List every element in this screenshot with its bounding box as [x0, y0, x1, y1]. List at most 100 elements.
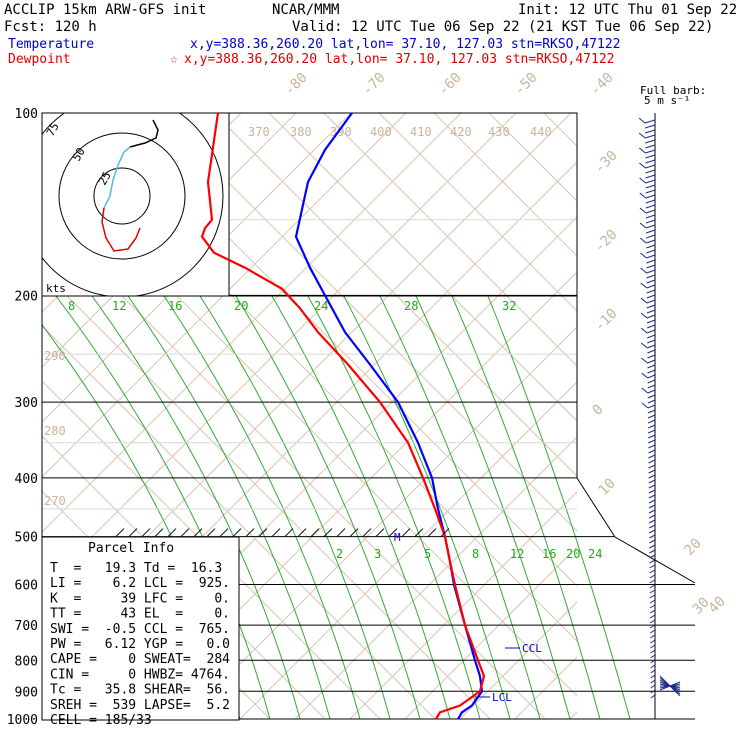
wind-barb-flag — [639, 207, 647, 214]
isotherm-line — [349, 491, 577, 719]
parcel-row: SWI = -0.5 CCL = 765. — [50, 622, 230, 637]
wind-barb-flag — [640, 267, 647, 274]
parcel-row: TT = 43 EL = 0. — [50, 607, 230, 622]
wind-barb — [645, 224, 656, 229]
level-barb — [232, 528, 242, 537]
wind-barb — [649, 554, 656, 559]
wind-barb — [649, 579, 656, 584]
dewpoint-location: x,y=388.36,260.20 lat,lon= 37.10, 127.03… — [184, 52, 614, 67]
pressure-tick-label: 300 — [15, 396, 38, 411]
isotherm-line — [459, 601, 577, 719]
isotherm-label: -60 — [436, 70, 465, 99]
hodograph-units: kts — [46, 282, 66, 295]
level-barb — [284, 528, 294, 537]
wind-barb — [648, 469, 656, 474]
hodograph-trace-upper — [129, 119, 159, 148]
wind-barb — [645, 209, 656, 214]
wind-barb — [647, 379, 656, 384]
mixing-ratio-label: 3 — [374, 547, 381, 561]
mixing-ratio-label: 12 — [510, 547, 524, 561]
wind-barb — [646, 269, 656, 274]
ccl-label: CCL — [522, 642, 542, 655]
pressure-tick-label: 800 — [15, 654, 38, 669]
isotherm-line — [184, 326, 577, 719]
parcel-row: CAPE = 0 SWEAT= 284 — [50, 652, 230, 667]
isotherm-label: 0 — [590, 402, 607, 419]
theta-label: 280 — [44, 424, 66, 438]
wind-barb — [646, 294, 656, 299]
theta-label: 270 — [44, 494, 66, 508]
moist-adiabat-line — [487, 296, 631, 719]
mixing-ratio-label: 2 — [336, 547, 343, 561]
isotherm-label: 20 — [682, 536, 705, 559]
isotherm-label: -70 — [360, 70, 389, 99]
isotherm-line — [735, 113, 740, 719]
parcel-row: LI = 6.2 LCL = 925. — [50, 576, 230, 591]
wind-barb — [650, 684, 656, 689]
wind-barb — [646, 274, 656, 279]
wind-barb — [646, 249, 656, 254]
isotherm-line — [42, 113, 352, 423]
wind-barb — [648, 449, 656, 454]
isotherm-label: 10 — [596, 476, 619, 499]
wind-barb — [649, 544, 656, 549]
wind-barb — [648, 474, 656, 479]
m-marker: M — [394, 531, 401, 544]
wind-barb — [645, 169, 656, 174]
level-barb — [297, 528, 307, 537]
org-label: NCAR/MMM — [272, 2, 339, 18]
hodograph-trace-low — [101, 207, 141, 252]
barb-key-line1: Full barb: — [640, 84, 706, 97]
level-barb-row — [115, 528, 450, 537]
wind-barb — [645, 199, 656, 204]
wind-barb — [647, 334, 656, 339]
theta-label: 400 — [370, 125, 392, 139]
parcel-row: K = 39 LFC = 0. — [50, 591, 230, 606]
wind-barb — [648, 504, 656, 509]
isotherm-line — [42, 113, 407, 478]
mixing-ratio-label: 32 — [502, 299, 516, 313]
lcl-label: LCL — [492, 691, 512, 704]
wind-barb — [648, 484, 656, 489]
wind-barb — [650, 634, 656, 639]
dry-adiabat-line — [42, 325, 436, 719]
wind-barb — [645, 164, 656, 169]
wind-barb — [646, 324, 656, 329]
wind-barb — [646, 329, 656, 334]
wind-barb — [650, 679, 656, 684]
wind-barb-flag — [639, 222, 647, 229]
parcel-row: PW = 6.12 YGP = 0.0 — [50, 637, 230, 652]
wind-barb — [649, 614, 656, 619]
init-time: Init: 12 UTC Thu 01 Sep 22 — [518, 2, 737, 18]
wind-barb — [648, 489, 656, 494]
wind-barb — [648, 454, 656, 459]
wind-barb — [645, 219, 656, 224]
moist-adiabat-line — [235, 296, 421, 719]
wind-barb — [646, 289, 656, 294]
dry-adiabat-line — [488, 113, 577, 202]
wind-barb — [648, 499, 656, 504]
wind-barb-flag — [638, 132, 646, 139]
wind-barb — [647, 369, 656, 374]
wind-barb — [649, 609, 656, 614]
parcel-title: Parcel Info — [88, 541, 174, 556]
wind-barb — [645, 134, 656, 139]
wind-barb — [645, 204, 656, 209]
wind-barb — [645, 159, 656, 164]
isotherm-line — [294, 436, 577, 719]
wind-barb-flag — [638, 147, 646, 154]
wind-barb — [646, 319, 656, 324]
level-barb — [388, 528, 398, 537]
forecast-hour: Fcst: 120 h — [4, 19, 97, 35]
level-barb — [258, 528, 268, 537]
level-barb — [427, 528, 437, 537]
parcel-row: CELL = 185/33 — [50, 713, 152, 728]
moist-adiabat-line — [415, 296, 571, 719]
hodograph-ring-75 — [42, 113, 224, 296]
level-barb — [349, 528, 359, 537]
mixing-ratio-label: 20 — [566, 547, 580, 561]
dry-adiabat-line — [323, 113, 577, 367]
level-barb — [323, 528, 333, 537]
wind-barb — [645, 229, 656, 234]
